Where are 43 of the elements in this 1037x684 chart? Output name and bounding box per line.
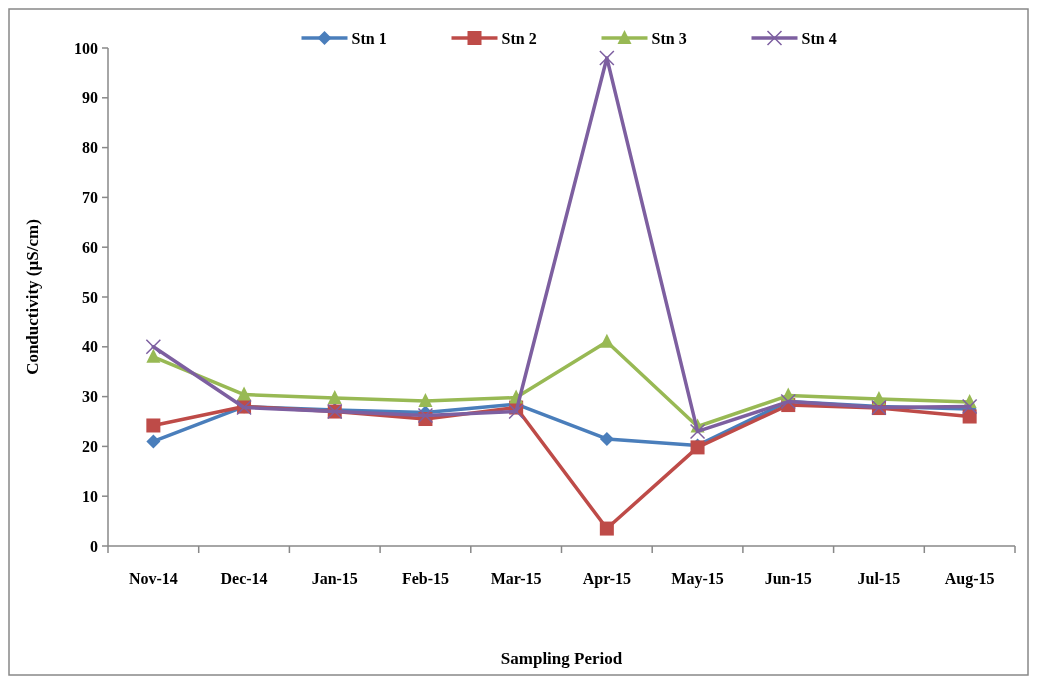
point [689, 423, 706, 440]
point [962, 409, 977, 424]
legend-label: Stn 2 [501, 29, 537, 47]
point [508, 403, 524, 420]
point [237, 386, 252, 401]
y-tick-label: 80 [82, 139, 98, 157]
point [599, 50, 615, 66]
x-tick-label: Apr-15 [582, 570, 631, 588]
y-tick-label: 10 [82, 487, 98, 505]
point [599, 431, 614, 446]
legend-label: Stn 1 [351, 29, 387, 47]
y-tick-label: 70 [82, 189, 98, 206]
x-tick-label: Aug-15 [944, 570, 995, 588]
legend-label: Stn 3 [651, 29, 687, 47]
y-tick-label: 50 [82, 288, 98, 306]
x-tick-label: Mar-15 [490, 570, 542, 587]
x-tick-label: Jan-15 [311, 570, 358, 587]
x-tick-label: Dec-14 [220, 570, 268, 587]
y-tick-label: 20 [82, 438, 98, 455]
point [146, 418, 161, 433]
x-tick-label: Jun-15 [764, 570, 812, 587]
x-tick-label: May-15 [671, 570, 724, 588]
y-tick-label: 90 [82, 89, 98, 107]
x-tick-label: Nov-14 [128, 570, 178, 587]
legend-label: Stn 4 [801, 29, 837, 47]
x-tick-label: Jul-15 [857, 570, 901, 587]
point [146, 348, 161, 363]
y-axis-title: Conductivity (µS/cm) [23, 219, 42, 375]
y-tick-label: 0 [90, 537, 98, 555]
point [417, 407, 434, 424]
y-tick-label: 60 [82, 238, 98, 256]
point [599, 521, 614, 536]
point [599, 333, 614, 348]
point [961, 398, 978, 415]
y-tick-label: 100 [74, 39, 98, 57]
x-tick-label: Feb-15 [401, 570, 449, 587]
point [146, 434, 161, 449]
point [418, 393, 433, 408]
point [145, 339, 162, 355]
y-tick-label: 40 [82, 338, 98, 356]
x-axis-title: Sampling Period [500, 649, 623, 668]
y-tick-label: 30 [82, 388, 98, 406]
point [327, 390, 342, 405]
